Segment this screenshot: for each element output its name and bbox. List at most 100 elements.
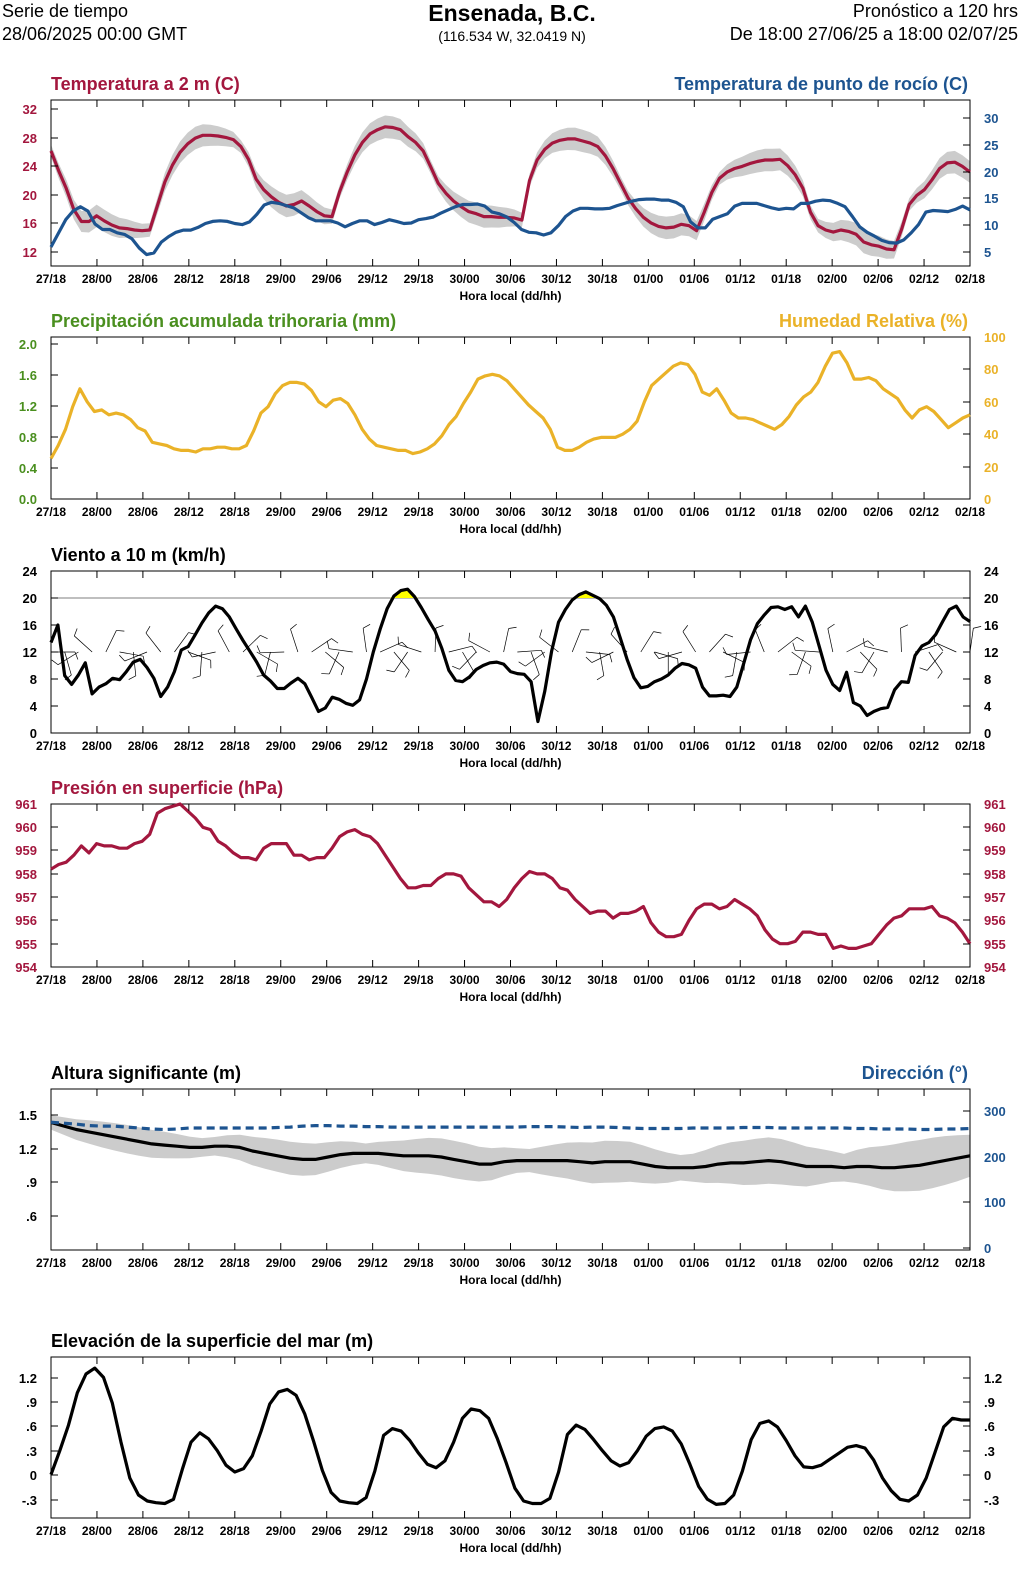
wind-barb [795,649,820,653]
x-tick-label: 27/18 [36,505,66,519]
x-tick-label: 01/06 [679,1256,709,1270]
wind-barb-flag [653,652,660,659]
y-tick-label-left: 956 [15,913,37,928]
wind-barb [462,651,475,673]
x-tick-label: 02/00 [817,973,847,987]
wind-barb-flag [116,630,125,632]
y-tick-label-right: 15 [984,191,998,206]
forecast-dates: De 18:00 27/06/25 a 18:00 02/07/25 [729,24,1018,44]
wind-barb [777,636,798,653]
wind-barb [654,651,678,659]
y-tick-label-right: 300 [984,1104,1006,1119]
wind-barb-flag [508,626,517,629]
chart-title-right: Humedad Relativa (%) [779,311,968,331]
wind-barb-flag [74,651,79,660]
location-coords: (116.534 W, 32.0419 N) [438,28,586,44]
x-tick-label: 29/00 [266,1524,296,1538]
wind-barb [124,651,148,662]
x-tick-label: 02/12 [909,1256,939,1270]
x-tick-label: 02/12 [909,505,939,519]
wind-barb-flag [724,675,733,678]
x-tick-label: 01/18 [771,272,801,286]
wind-barb-flag [722,647,727,655]
x-tick-label: 01/06 [679,973,709,987]
uncertainty-band [51,115,970,259]
y-tick-label-right: 100 [984,330,1006,345]
x-tick-label: 30/00 [450,973,480,987]
x-tick-label: 02/18 [955,1256,985,1270]
x-tick-label: 29/18 [404,739,434,753]
y-tick-label-right: 0 [984,1468,991,1483]
highlight-area [575,591,597,598]
wind-barb-flag [260,635,268,639]
wind-barb-flag [596,675,605,681]
y-tick-label-left: 957 [15,890,37,905]
y-tick-label-right: 10 [984,218,998,233]
x-tick-label: 29/18 [404,272,434,286]
series-type: Serie de tiempo [2,1,129,21]
wind-barb-flag [187,650,193,658]
x-tick-label: 01/12 [725,739,755,753]
wind-barb-flag [937,644,944,652]
wind-barb-flag [867,640,875,647]
y-tick-label-left: 1.2 [19,1371,37,1386]
wind-barb [242,635,261,653]
chart-panel-2 [49,336,971,500]
y-tick-label-right: 957 [984,890,1006,905]
x-tick-label: 28/18 [220,272,250,286]
uncertainty-band [51,1115,970,1192]
y-tick-label-right: 20 [984,591,998,606]
x-tick-label: 01/00 [633,272,663,286]
wind-barb-flag [386,669,395,673]
y-tick-label-right: .6 [984,1419,995,1434]
x-tick-label: 01/18 [771,1256,801,1270]
wind-barb-flag [919,667,928,671]
x-tick-label: 30/00 [450,505,480,519]
wind-barb [861,651,875,673]
y-tick-label-right: 4 [984,699,992,714]
plot-frame [50,1356,971,1519]
x-tick-label: 27/18 [36,272,66,286]
chart-title: Presión en superficie (hPa) [51,778,283,798]
x-tick-label: 28/00 [82,973,112,987]
x-axis-label: Hora local (dd/hh) [460,756,562,770]
y-tick-label-right: 1.2 [984,1371,1002,1386]
series-line-3-1 [49,587,971,724]
x-tick-label: 29/06 [312,272,342,286]
x-tick-label: 02/12 [909,739,939,753]
wind-barb [585,651,610,655]
wind-barb-flag [518,661,526,667]
y-tick-label-right: 80 [984,362,998,377]
wind-barb [517,649,542,653]
x-axis-label: Hora local (dd/hh) [460,990,562,1004]
x-tick-label: 29/06 [312,973,342,987]
x-tick-label: 30/00 [450,272,480,286]
x-tick-label: 30/18 [587,1256,617,1270]
wind-barb [682,631,696,653]
y-tick-label-left: 28 [23,131,37,146]
series-line-5-2 [50,1120,971,1132]
x-tick-label: 01/06 [679,272,709,286]
x-tick-label: 02/06 [863,973,893,987]
wind-barb-flag [192,675,201,679]
y-tick-label-left: -.3 [22,1493,37,1508]
wind-barb-flag [331,638,339,644]
y-tick-label-left: 12 [23,645,37,660]
x-tick-label: 30/12 [541,1524,571,1538]
wind-barb [328,648,353,653]
x-tick-label: 28/12 [174,272,204,286]
x-tick-label: 30/18 [587,272,617,286]
x-tick-label: 01/18 [771,739,801,753]
wind-barb [459,651,477,670]
y-tick-label-right: 956 [984,913,1006,928]
forecast-range: Pronóstico a 120 hrs [852,1,1018,21]
chart-title: Temperatura a 2 m (C) [51,74,240,94]
wind-barb-flag [792,642,796,651]
x-tick-label: 01/00 [633,739,663,753]
x-tick-label: 02/18 [955,1524,985,1538]
x-tick-label: 28/06 [128,272,158,286]
wind-barb [503,628,509,653]
x-tick-label: 30/06 [495,973,525,987]
x-tick-label: 01/06 [679,1524,709,1538]
wind-barb-flag [854,671,863,674]
